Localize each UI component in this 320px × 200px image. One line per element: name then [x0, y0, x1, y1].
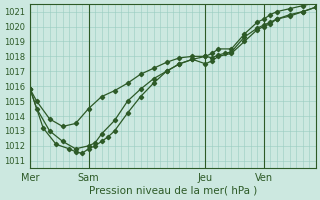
- X-axis label: Pression niveau de la mer( hPa ): Pression niveau de la mer( hPa ): [89, 186, 257, 196]
